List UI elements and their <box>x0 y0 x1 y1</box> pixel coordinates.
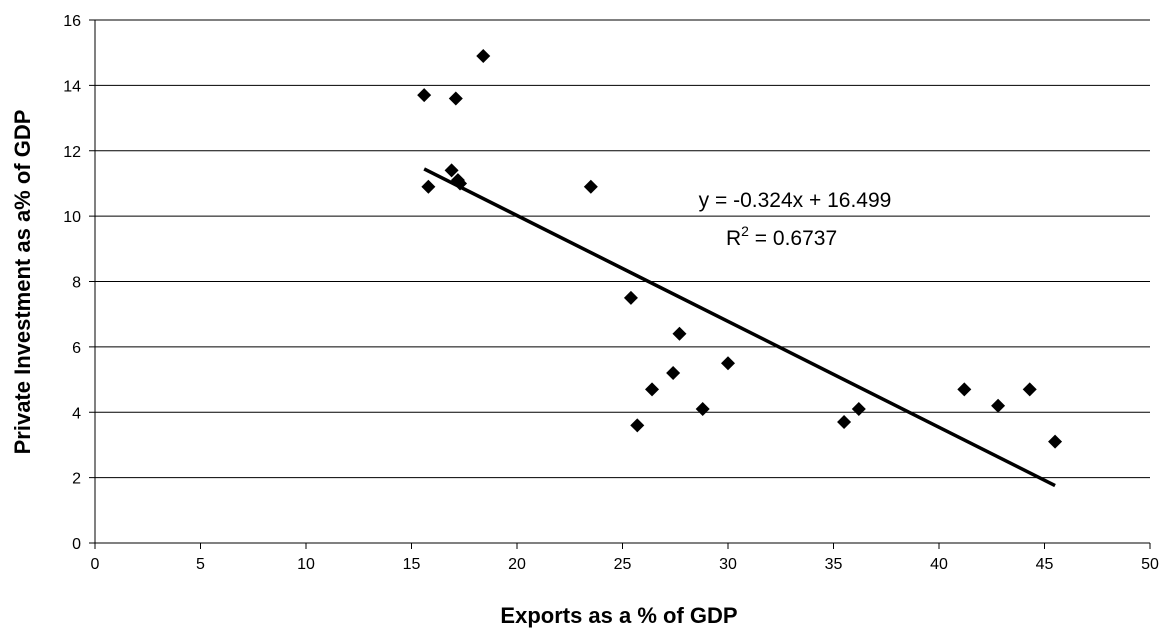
data-point-1 <box>417 88 432 103</box>
data-point-16 <box>837 415 852 430</box>
r-squared-value: = 0.6737 <box>749 227 837 250</box>
data-point-7 <box>476 48 491 63</box>
data-point-18 <box>957 382 972 397</box>
data-point-14 <box>695 401 710 416</box>
x-tick-label-10: 10 <box>297 556 315 573</box>
x-tick-label-40: 40 <box>930 556 948 573</box>
data-point-2 <box>421 179 436 194</box>
x-tick-label-35: 35 <box>825 556 843 573</box>
data-point-6 <box>453 176 468 191</box>
y-tick-label-2: 2 <box>72 471 81 488</box>
data-point-3 <box>444 163 459 178</box>
y-tick-label-12: 12 <box>63 144 81 161</box>
y-tick-label-16: 16 <box>63 13 81 30</box>
x-tick-label-15: 15 <box>403 556 421 573</box>
x-tick-label-30: 30 <box>719 556 737 573</box>
data-point-17 <box>851 401 866 416</box>
r-squared-superscript: 2 <box>741 223 749 239</box>
data-point-19 <box>991 398 1006 413</box>
y-axis-title: Private Investment as a% of GDP <box>10 110 35 455</box>
axis-layer: 0 2 4 6 8 10 12 14 16 0 5 10 15 20 25 30 35 40 45 50 <box>63 13 1159 573</box>
trendline <box>423 167 1056 488</box>
grid-layer <box>95 19 1150 479</box>
data-point-15 <box>721 356 735 371</box>
trendline-layer <box>423 167 1056 488</box>
x-tick-label-5: 5 <box>196 556 205 573</box>
trendline-equation: y = -0.324x + 16.499 <box>699 189 892 212</box>
y-tick-label-0: 0 <box>72 536 81 553</box>
r-squared-prefix: R <box>726 227 741 250</box>
data-point-9 <box>623 290 638 305</box>
r-squared-label: R2 = 0.6737 <box>726 223 837 250</box>
x-axis-title: Exports as a % of GDP <box>500 603 737 628</box>
point-layer <box>417 48 1063 449</box>
data-point-13 <box>672 326 687 341</box>
data-point-11 <box>645 382 660 397</box>
data-point-12 <box>666 366 681 381</box>
data-point-10 <box>630 418 645 433</box>
y-tick-label-4: 4 <box>72 405 81 422</box>
data-point-21 <box>1048 434 1063 449</box>
x-tick-label-45: 45 <box>1036 556 1054 573</box>
x-tick-label-25: 25 <box>614 556 632 573</box>
y-tick-label-14: 14 <box>63 78 81 95</box>
x-tick-label-50: 50 <box>1141 556 1159 573</box>
y-tick-label-8: 8 <box>72 275 81 292</box>
x-tick-label-0: 0 <box>91 556 100 573</box>
y-tick-label-10: 10 <box>63 209 81 226</box>
data-point-4 <box>448 91 463 106</box>
data-point-8 <box>583 179 598 194</box>
y-tick-label-6: 6 <box>72 340 81 357</box>
data-point-20 <box>1022 382 1037 397</box>
x-tick-label-20: 20 <box>508 556 526 573</box>
